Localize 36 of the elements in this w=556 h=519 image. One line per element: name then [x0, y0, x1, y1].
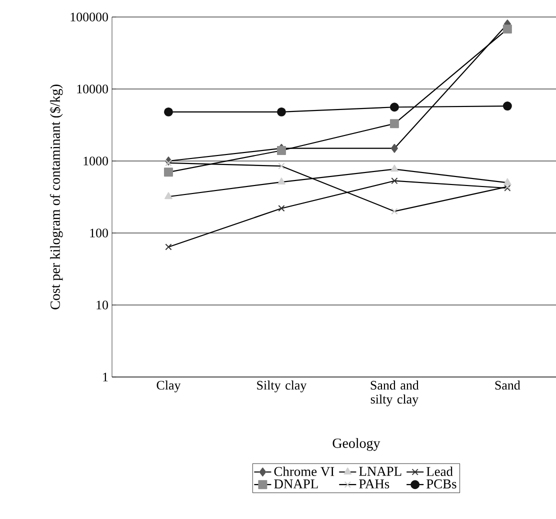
point — [390, 144, 398, 153]
x-tick-label: Clay — [156, 380, 181, 392]
x-axis-title: Geology — [332, 438, 380, 451]
point — [502, 24, 512, 34]
point — [391, 178, 398, 184]
y-tick-label: 1 — [103, 372, 108, 382]
point — [503, 178, 512, 186]
y-axis-title: Cost per kilogram of contaminant ($/kg) — [50, 84, 63, 310]
y-tick-label: 100000 — [70, 12, 108, 22]
point — [165, 160, 172, 166]
legend-label: LNAPL — [359, 466, 402, 476]
point — [391, 208, 398, 215]
y-tick-label: 10 — [96, 300, 108, 310]
y-tick-label: 1000 — [84, 156, 108, 166]
point — [165, 244, 172, 250]
legend-label: PCBs — [426, 479, 456, 488]
x-tick-label: Silty clay — [257, 380, 307, 392]
point — [276, 107, 286, 116]
y-tick-label: 100 — [90, 228, 108, 238]
point — [502, 102, 512, 111]
point — [278, 178, 286, 185]
x-tick-label: Sand and silty clay — [370, 380, 419, 406]
point — [164, 192, 172, 200]
point — [390, 102, 399, 112]
x-tick-label: Sand — [495, 380, 520, 390]
legend-label: DNAPL — [274, 479, 318, 488]
y-tick-label: 10000 — [77, 84, 108, 94]
point — [390, 164, 398, 172]
point — [278, 162, 285, 170]
legend-label: Chrome VI — [274, 466, 334, 476]
point — [390, 119, 399, 128]
point — [164, 168, 173, 177]
point — [278, 205, 285, 212]
legend-label: PAHs — [359, 479, 390, 488]
point — [164, 107, 173, 116]
legend-label: Lead — [426, 466, 453, 476]
